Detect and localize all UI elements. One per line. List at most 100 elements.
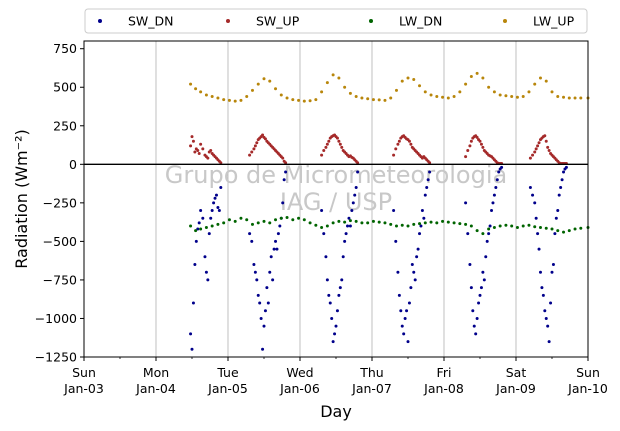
point-lw-dn-60 xyxy=(533,225,537,229)
point-sw-dn-93 xyxy=(425,185,429,189)
point-sw-dn-107 xyxy=(481,270,485,274)
x-tick-weekday-5: Fri xyxy=(437,365,452,380)
point-sw-dn-125 xyxy=(536,232,540,236)
point-lw-dn-25 xyxy=(331,221,335,225)
point-lw-dn-22 xyxy=(314,223,318,227)
point-lw-up-65 xyxy=(562,95,566,99)
point-sw-dn-35 xyxy=(269,255,273,259)
point-sw-dn-50 xyxy=(327,293,331,297)
x-tick-weekday-4: Thu xyxy=(359,365,383,380)
x-tick-date-3: Jan-06 xyxy=(279,381,320,396)
point-lw-up-7 xyxy=(227,98,231,102)
point-lw-up-31 xyxy=(366,97,370,101)
point-lw-dn-26 xyxy=(337,219,341,223)
point-sw-dn-21 xyxy=(248,232,252,236)
point-lw-dn-34 xyxy=(383,221,387,225)
point-sw-dn-99 xyxy=(469,286,473,290)
point-lw-dn-20 xyxy=(302,218,306,222)
point-sw-dn-10 xyxy=(204,270,208,274)
point-lw-dn-12 xyxy=(256,221,260,225)
point-sw-up-123 xyxy=(533,150,537,154)
point-sw-up-70 xyxy=(356,161,360,165)
legend-marker-1 xyxy=(226,19,230,23)
plot-area: Grupo de Micrometeorologia IAG / USP xyxy=(83,40,590,358)
point-sw-dn-75 xyxy=(399,309,403,313)
point-sw-dn-5 xyxy=(196,227,200,231)
point-sw-dn-145 xyxy=(564,165,568,169)
point-lw-dn-8 xyxy=(233,219,237,223)
point-lw-dn-56 xyxy=(510,224,514,228)
point-lw-up-36 xyxy=(394,88,398,92)
point-sw-dn-82 xyxy=(409,286,413,290)
point-sw-up-95 xyxy=(428,161,432,165)
point-lw-up-47 xyxy=(458,90,462,94)
point-lw-up-13 xyxy=(262,77,266,81)
point-sw-up-31 xyxy=(263,137,267,141)
point-lw-dn-11 xyxy=(250,222,254,226)
watermark-line-1: Grupo de Micrometeorologia xyxy=(165,161,507,189)
point-sw-dn-73 xyxy=(396,270,400,274)
x-tick-weekday-7: Sun xyxy=(576,365,600,380)
point-lw-dn-19 xyxy=(297,216,301,220)
point-sw-up-20 xyxy=(219,161,223,165)
point-lw-up-52 xyxy=(487,85,491,89)
point-lw-up-10 xyxy=(245,94,249,98)
y-tick-label-6: 250 xyxy=(53,118,77,133)
point-lw-up-64 xyxy=(556,94,560,98)
point-sw-up-8 xyxy=(201,147,205,151)
point-sw-dn-23 xyxy=(252,263,256,267)
point-lw-up-20 xyxy=(302,99,306,103)
point-sw-dn-131 xyxy=(544,316,548,320)
point-lw-dn-54 xyxy=(498,224,502,228)
point-sw-dn-95 xyxy=(428,170,432,174)
point-lw-dn-0 xyxy=(189,224,193,228)
point-lw-dn-36 xyxy=(394,224,398,228)
point-lw-dn-37 xyxy=(400,223,404,227)
point-sw-dn-16 xyxy=(213,196,217,200)
point-lw-dn-7 xyxy=(227,218,231,222)
point-lw-dn-38 xyxy=(406,224,410,228)
point-sw-dn-68 xyxy=(353,193,357,197)
point-sw-up-72 xyxy=(394,147,398,151)
point-sw-dn-114 xyxy=(491,201,495,205)
point-lw-dn-52 xyxy=(487,227,491,231)
point-sw-dn-137 xyxy=(553,232,557,236)
point-lw-up-53 xyxy=(492,90,496,94)
point-lw-up-43 xyxy=(435,94,439,98)
point-lw-dn-43 xyxy=(435,221,439,225)
point-sw-dn-79 xyxy=(405,309,409,313)
point-lw-dn-45 xyxy=(446,220,450,224)
point-sw-dn-101 xyxy=(472,324,476,328)
point-lw-up-16 xyxy=(279,93,283,97)
point-lw-up-40 xyxy=(418,84,422,88)
point-sw-dn-6 xyxy=(197,221,201,225)
point-lw-dn-55 xyxy=(504,223,508,227)
point-sw-dn-135 xyxy=(550,270,554,274)
point-sw-dn-138 xyxy=(554,216,558,220)
point-lw-dn-68 xyxy=(579,226,583,230)
point-sw-up-105 xyxy=(478,139,482,143)
point-sw-dn-2 xyxy=(191,301,195,305)
point-sw-up-124 xyxy=(534,147,538,151)
point-sw-dn-118 xyxy=(497,170,501,174)
point-sw-up-103 xyxy=(475,135,479,139)
point-sw-dn-136 xyxy=(551,263,555,267)
point-sw-dn-55 xyxy=(334,324,338,328)
point-sw-dn-69 xyxy=(354,185,358,189)
point-lw-up-41 xyxy=(423,90,427,94)
point-sw-dn-14 xyxy=(210,209,214,213)
point-lw-up-22 xyxy=(314,98,318,102)
point-sw-up-21 xyxy=(248,153,252,157)
point-sw-dn-80 xyxy=(406,340,410,344)
point-sw-up-0 xyxy=(189,144,193,148)
point-lw-dn-9 xyxy=(239,216,243,220)
point-sw-up-29 xyxy=(261,133,265,137)
point-sw-dn-126 xyxy=(537,247,541,251)
point-sw-dn-97 xyxy=(466,232,470,236)
point-sw-dn-53 xyxy=(331,340,335,344)
point-sw-dn-124 xyxy=(534,216,538,220)
point-sw-up-82 xyxy=(409,142,413,146)
point-sw-dn-105 xyxy=(478,293,482,297)
y-tick-label-4: −250 xyxy=(43,195,77,210)
point-sw-dn-74 xyxy=(397,293,401,297)
